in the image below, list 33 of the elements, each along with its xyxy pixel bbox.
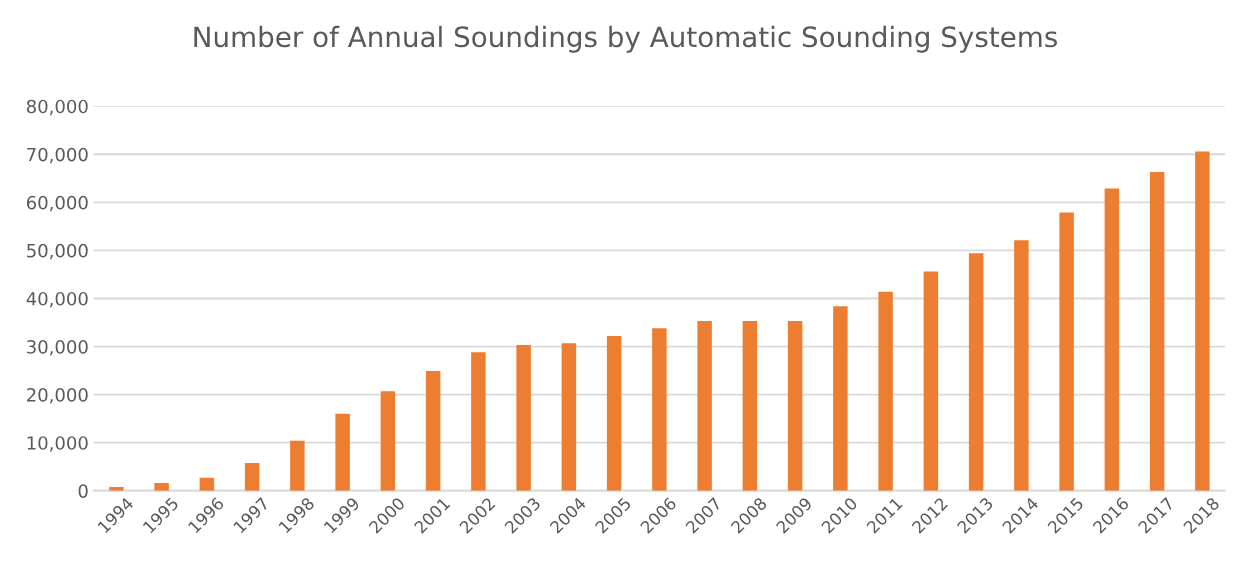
y-tick-label: 50,000 [27,243,88,260]
bar [244,462,260,491]
bar [606,335,622,491]
bar [923,271,939,491]
y-tick-label: 10,000 [27,436,88,452]
bar [1014,240,1029,491]
bar [471,352,486,491]
bar [154,483,169,491]
bar [878,291,893,491]
bar [1059,212,1074,491]
y-tick-label: 20,000 [27,388,88,404]
y-tick-label: 0 [78,484,88,498]
y-tick-label: 40,000 [26,291,88,308]
bar [833,306,848,491]
bar [1104,188,1120,491]
bar [290,440,305,491]
y-tick-label: 60,000 [26,195,88,212]
bar [380,391,396,491]
bar [425,371,441,491]
bar [561,343,577,491]
bar [697,321,712,491]
bar [787,321,803,491]
bar [742,321,758,491]
bar [652,328,667,491]
y-tick-label: 70,000 [27,147,88,164]
y-tick-label: 80,000 [26,99,88,116]
bar [1149,172,1165,491]
bar [1195,151,1210,491]
bar [516,345,531,491]
bar [968,253,984,491]
bar [335,413,350,491]
chart-title: Number of Annual Soundings by Automatic Sounding Systems [194,25,1057,53]
y-tick-label: 30,000 [27,340,88,356]
